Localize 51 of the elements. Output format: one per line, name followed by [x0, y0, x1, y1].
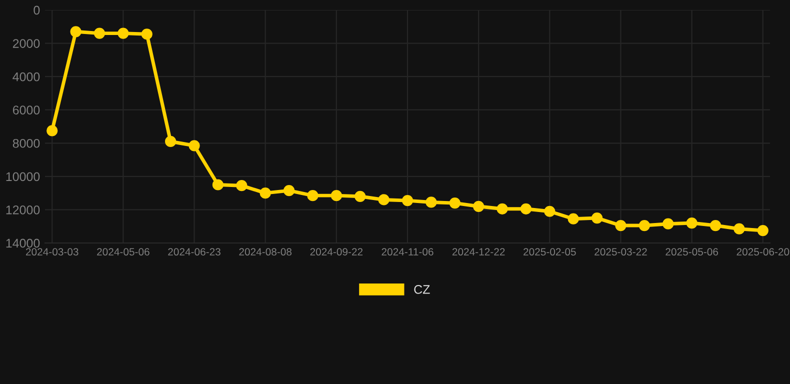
point — [236, 180, 248, 192]
point — [686, 217, 698, 229]
point — [520, 203, 532, 214]
y-tick-label: 12000 — [6, 206, 40, 214]
point — [330, 190, 342, 202]
point — [426, 196, 437, 208]
x-tick-label: 2025-02-05 — [524, 248, 576, 256]
point — [307, 190, 318, 202]
point — [568, 213, 579, 224]
point — [283, 185, 295, 196]
point — [165, 136, 176, 148]
x-tick-label: 2024-03-03 — [26, 248, 78, 256]
point — [70, 26, 82, 38]
x-tick-label: 2024-06-23 — [168, 248, 220, 256]
point — [212, 179, 224, 190]
y-tick-label: 8000 — [12, 138, 40, 148]
y-tick-label: 14000 — [6, 238, 40, 248]
y-tick-label: 2000 — [12, 39, 40, 48]
point — [46, 125, 58, 136]
point — [118, 28, 129, 39]
x-tick-label: 2025-03-22 — [594, 248, 647, 256]
point — [638, 220, 650, 232]
point — [757, 224, 768, 236]
y-tick-label: 6000 — [12, 106, 40, 115]
point — [402, 195, 414, 206]
y-tick-label: 0 — [34, 6, 40, 15]
point — [591, 212, 603, 224]
x-tick-label: 2024-12-22 — [452, 248, 505, 256]
legend-label: CZ — [414, 285, 430, 294]
x-tick-label: 2024-11-06 — [382, 248, 434, 256]
x-tick-label: 2025-06-20 — [736, 248, 790, 256]
point — [188, 140, 200, 152]
point — [473, 200, 484, 212]
point — [544, 206, 556, 217]
point — [734, 223, 745, 234]
point — [354, 190, 366, 202]
point — [260, 188, 271, 199]
x-tick-label: 2024-05-06 — [97, 248, 150, 256]
y-tick-label: 4000 — [12, 72, 40, 82]
point — [378, 194, 390, 206]
point — [662, 218, 674, 230]
point — [141, 28, 152, 40]
point — [496, 203, 508, 214]
x-tick-label: 2024-09-22 — [310, 248, 363, 256]
x-tick-label: 2025-05-06 — [666, 248, 718, 256]
point — [94, 28, 106, 39]
point — [710, 220, 722, 232]
y-tick-label: 10000 — [6, 172, 40, 182]
point — [449, 198, 460, 209]
point — [615, 220, 626, 232]
x-tick-label: 2024-08-08 — [239, 248, 292, 256]
